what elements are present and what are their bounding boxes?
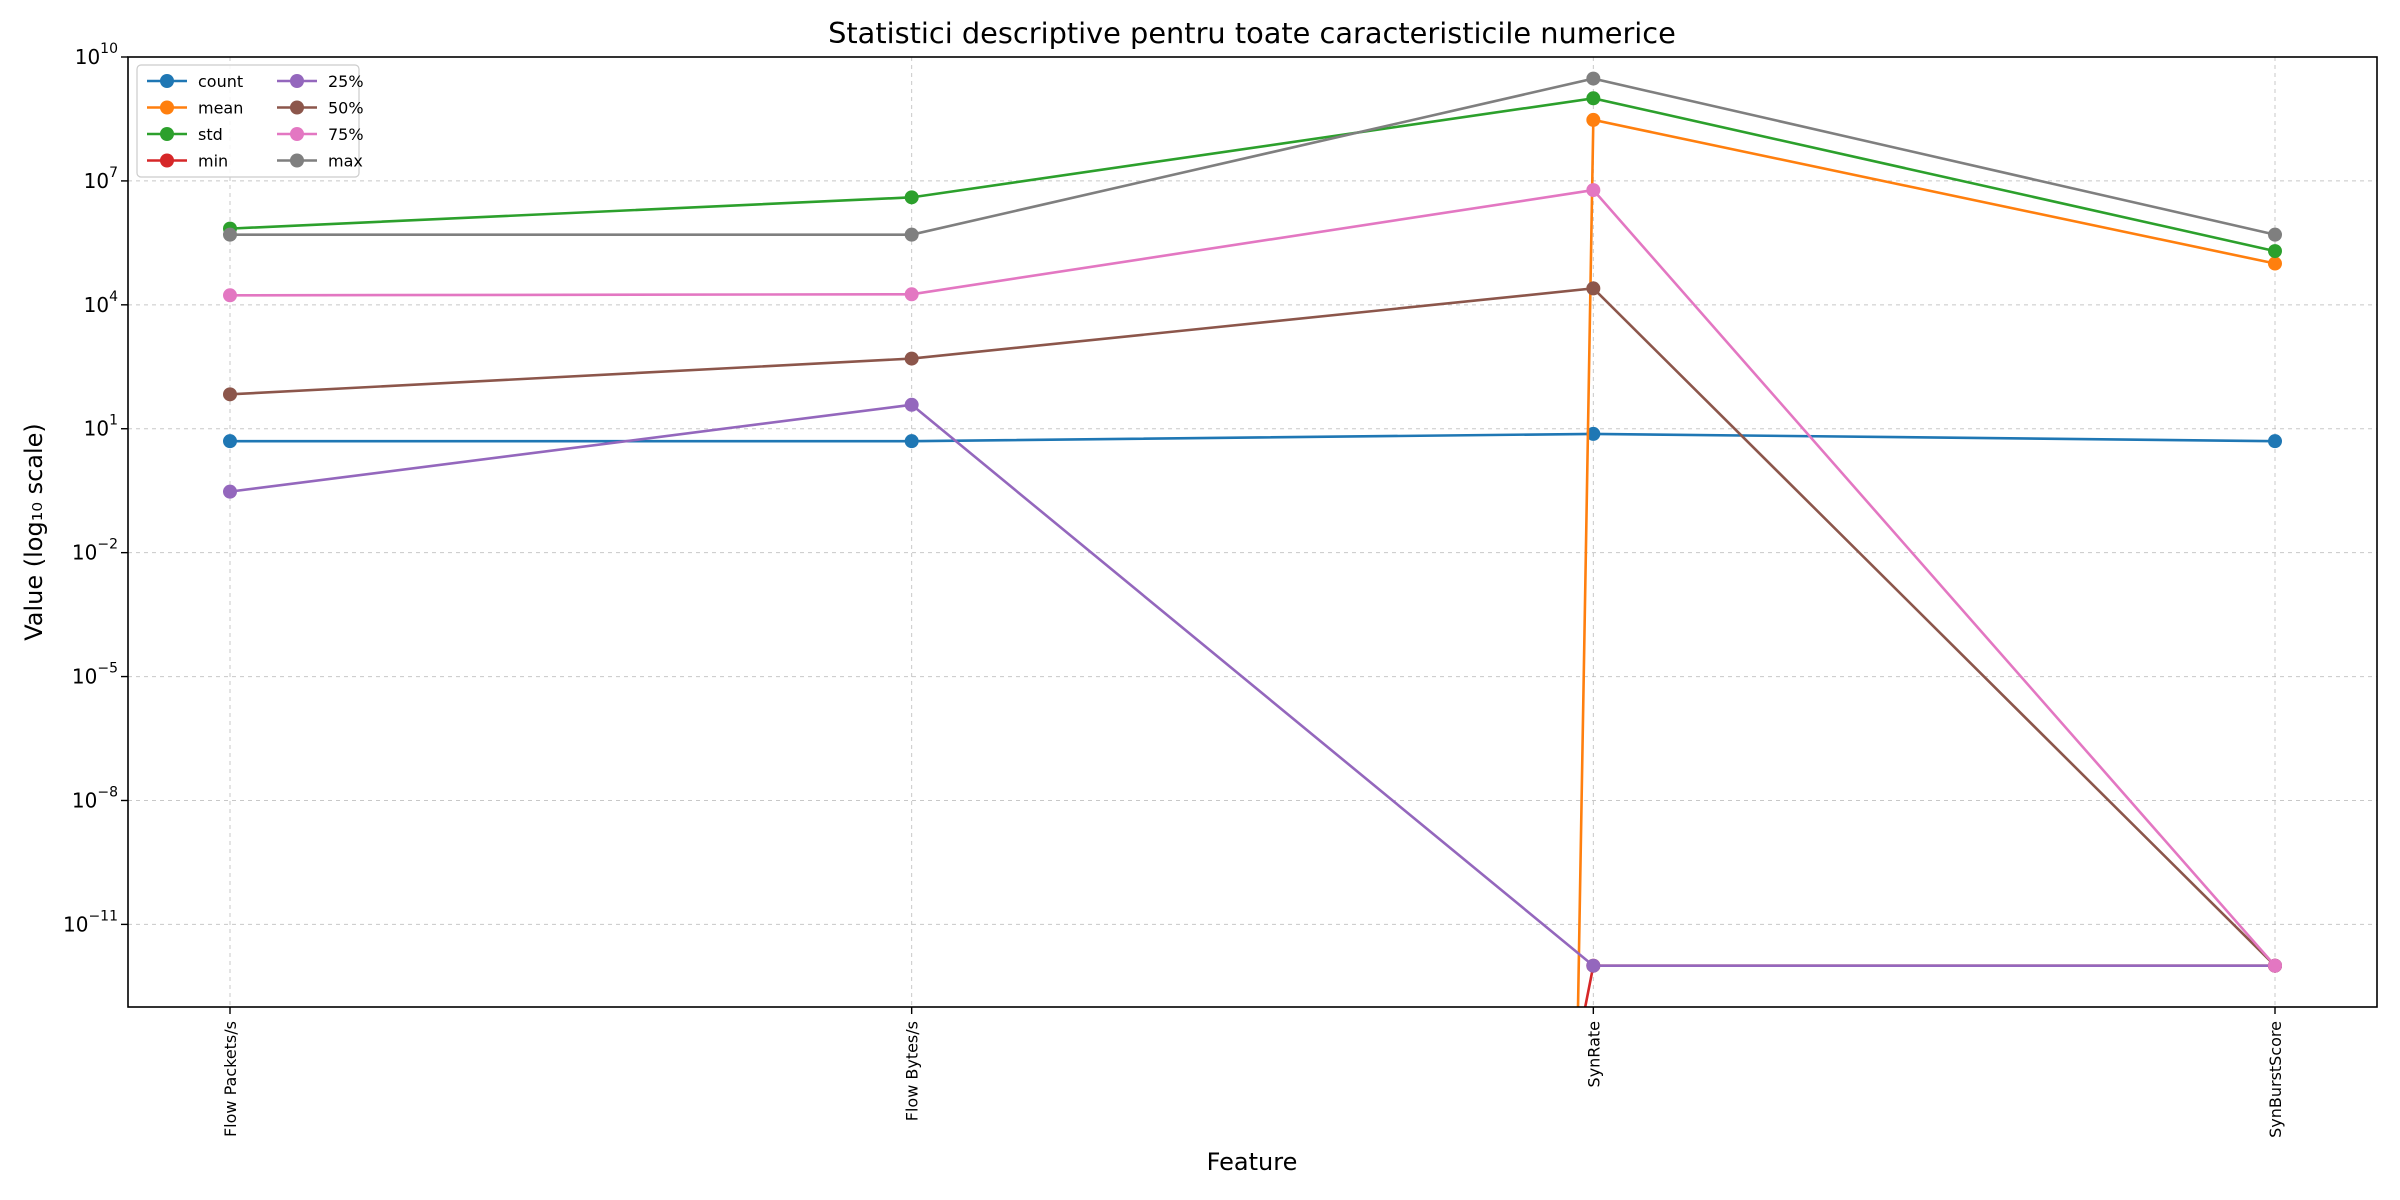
legend-label: mean xyxy=(198,99,243,118)
legend-item: 25% xyxy=(277,72,364,91)
data-point-25% xyxy=(1586,958,1601,973)
series-line-25% xyxy=(229,403,2275,967)
data-point-max xyxy=(1586,71,1601,86)
legend-swatch-marker xyxy=(160,100,174,115)
data-point-std xyxy=(1586,91,1601,106)
y-tick-label-exponent: −5 xyxy=(97,661,118,677)
data-point-50% xyxy=(904,351,919,366)
y-tick-label-exponent: 10 xyxy=(100,41,118,57)
y-tick-label-base: 10 xyxy=(84,169,109,193)
y-tick-label-exponent: −2 xyxy=(97,537,118,553)
y-tick-label-exponent: −8 xyxy=(97,784,118,800)
data-point-75% xyxy=(904,287,919,302)
data-point-count xyxy=(223,434,237,449)
legend-label: 50% xyxy=(328,99,364,118)
legend-label: max xyxy=(328,152,363,171)
data-point-mean xyxy=(2268,256,2282,271)
y-axis-label: Value (log₁₀ scale) xyxy=(20,423,48,641)
x-tick-label: SynRate xyxy=(1584,1021,1603,1087)
data-point-count xyxy=(1586,426,1601,441)
legend-label: min xyxy=(198,152,228,171)
legend-swatch-marker xyxy=(160,74,174,88)
series-max xyxy=(223,71,2282,242)
data-point-max xyxy=(904,227,919,242)
x-axis-label: Feature xyxy=(1207,1148,1298,1176)
data-point-75% xyxy=(223,288,237,303)
legend-item: min xyxy=(147,152,228,171)
legend-item: 50% xyxy=(277,99,364,118)
series-line-75% xyxy=(229,188,2276,967)
legend-label: count xyxy=(198,72,243,91)
legend-item: count xyxy=(147,72,243,91)
chart-title: Statistici descriptive pentru toate cara… xyxy=(828,16,1676,50)
y-tick-label: 10−5 xyxy=(72,661,118,689)
data-point-std xyxy=(904,190,919,205)
data-point-max xyxy=(2268,227,2282,242)
data-point-25% xyxy=(223,484,237,499)
legend-label: std xyxy=(198,125,223,144)
data-point-75% xyxy=(1586,183,1601,198)
legend-swatch-marker xyxy=(160,153,174,168)
y-tick-label-base: 10 xyxy=(84,293,109,317)
data-point-max xyxy=(223,227,237,242)
legend-item: std xyxy=(147,125,223,144)
data-point-mean xyxy=(1586,112,1601,127)
x-axis-ticks: Flow Packets/s Flow Bytes/s SynRate SynBurs… xyxy=(221,1007,2285,1138)
series-75% xyxy=(223,183,2282,973)
y-tick-label-base: 10 xyxy=(72,665,97,689)
legend-box xyxy=(136,64,360,178)
y-tick-label: 107 xyxy=(84,165,118,193)
y-tick-label-base: 10 xyxy=(72,788,97,812)
y-tick-label: 10−2 xyxy=(72,537,118,565)
y-tick-label: 104 xyxy=(84,289,118,317)
legend-swatch-marker xyxy=(290,127,304,141)
legend-swatch-marker xyxy=(290,153,304,168)
y-tick-label-base: 10 xyxy=(75,45,100,69)
y-tick-label-exponent: −11 xyxy=(88,908,118,924)
plot-frame xyxy=(127,56,2378,1008)
x-tick-label: Flow Packets/s xyxy=(221,1021,240,1137)
legend-item: mean xyxy=(147,99,243,118)
y-tick-label: 101 xyxy=(84,413,118,441)
data-point-std xyxy=(2268,244,2282,259)
y-tick-label-exponent: 4 xyxy=(109,289,118,305)
legend-label: 25% xyxy=(328,72,364,91)
x-tick-label: SynBurstScore xyxy=(2266,1021,2285,1138)
data-point-50% xyxy=(223,387,237,402)
data-point-25% xyxy=(904,397,919,412)
legend-item: max xyxy=(277,152,363,171)
y-tick-label-base: 10 xyxy=(84,417,109,441)
legend-swatch-marker xyxy=(290,100,304,115)
legend-item: 75% xyxy=(277,125,364,144)
series-line-count xyxy=(230,432,2276,443)
series-lines xyxy=(223,71,2282,1007)
series-line-max xyxy=(230,77,2276,236)
legend-label: 75% xyxy=(328,125,364,144)
y-tick-label-exponent: 1 xyxy=(109,413,118,429)
series-count xyxy=(223,426,2282,449)
legend-swatch-marker xyxy=(290,74,304,88)
x-tick-label: Flow Bytes/s xyxy=(903,1021,922,1121)
data-point-count xyxy=(904,434,919,449)
y-tick-label: 1010 xyxy=(75,41,118,69)
y-tick-label: 10−8 xyxy=(72,784,118,812)
legend-swatch-marker xyxy=(160,127,174,141)
data-point-50% xyxy=(1586,281,1601,296)
series-mean xyxy=(1576,112,2282,1007)
y-tick-label-exponent: 7 xyxy=(109,165,118,181)
legend: count mean std min 25% 50% 75% max xyxy=(136,64,364,178)
series-line-50% xyxy=(229,287,2276,967)
data-point-count xyxy=(2268,434,2282,449)
data-point-75% xyxy=(2268,958,2282,973)
y-tick-label-base: 10 xyxy=(63,912,88,936)
series-line-std xyxy=(229,96,2276,253)
y-tick-label-base: 10 xyxy=(72,541,97,565)
y-tick-label: 10−11 xyxy=(63,908,118,936)
